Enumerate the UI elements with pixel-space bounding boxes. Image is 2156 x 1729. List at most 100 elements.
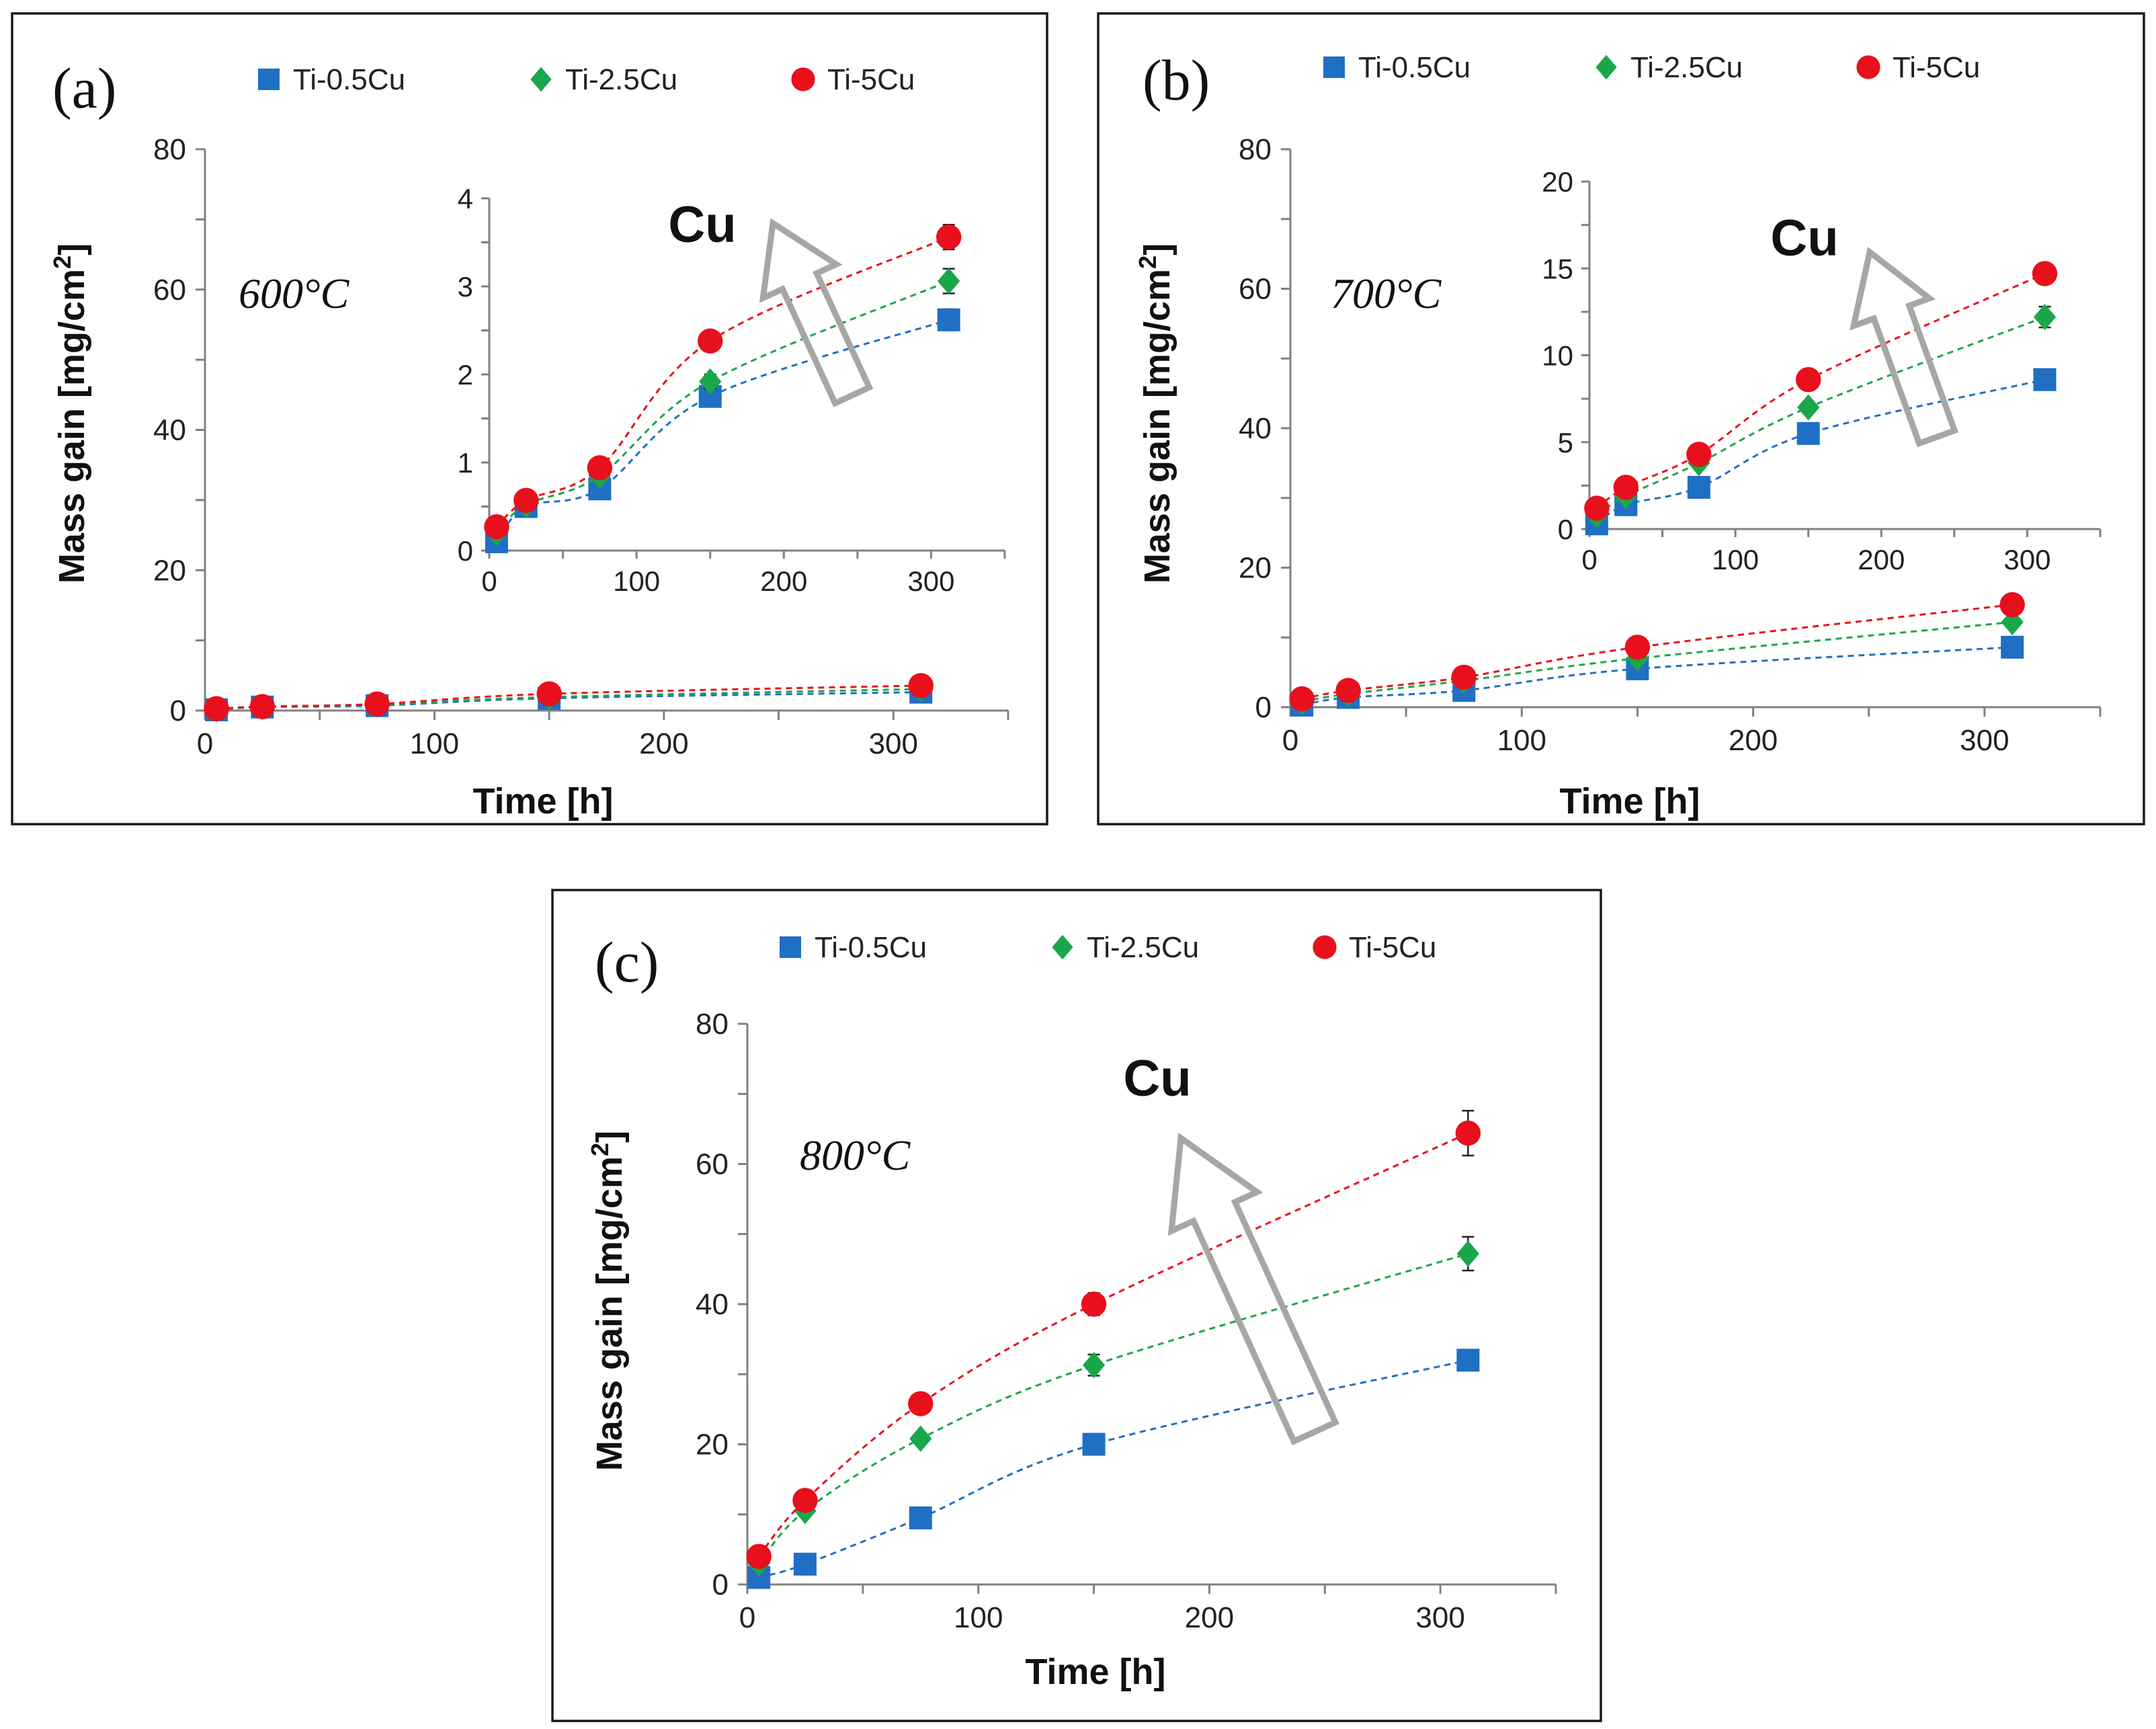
inset-data-point xyxy=(937,308,960,331)
panel-label: (c) xyxy=(595,930,659,994)
inset-data-point xyxy=(2032,261,2058,286)
legend-marker xyxy=(1595,54,1617,80)
inset-y-tick-label: 15 xyxy=(1542,253,1573,284)
main-y-tick-label: 60 xyxy=(696,1148,729,1181)
inset-data-point xyxy=(1686,442,1712,467)
trend-arrow xyxy=(1849,247,1959,448)
inset-data-point xyxy=(699,368,722,395)
inset-x-tick-label: 300 xyxy=(907,565,954,597)
legend-label: Ti-5Cu xyxy=(827,63,915,96)
legend-label: Ti-0.5Cu xyxy=(815,931,927,964)
y-axis-title-end: ] xyxy=(52,243,92,255)
main-data-point xyxy=(536,681,562,707)
main-data-point xyxy=(204,696,229,721)
legend-marker xyxy=(1052,934,1073,960)
temperature-label: 600°C xyxy=(239,270,350,317)
y-axis-title-end: ] xyxy=(589,1131,630,1143)
temperature-label: 800°C xyxy=(800,1131,911,1179)
legend-label: Ti-5Cu xyxy=(1893,51,1980,84)
main-trend-line xyxy=(758,1132,1469,1558)
legend-marker xyxy=(1313,935,1337,959)
temperature-label: 700°C xyxy=(1331,270,1442,317)
inset-x-tick-label: 200 xyxy=(760,565,807,597)
y-axis-title-superscript: 2 xyxy=(586,1143,614,1156)
main-y-tick-label: 40 xyxy=(153,414,186,447)
trend-arrow xyxy=(1167,1132,1339,1446)
inset-trend-line xyxy=(495,280,950,534)
main-data-point xyxy=(909,1425,932,1452)
legend-label: Ti-2.5Cu xyxy=(1630,51,1743,84)
main-data-point xyxy=(364,691,390,717)
y-axis-title-text: Mass gain [mg/cm xyxy=(1137,269,1177,584)
y-axis-title: Mass gain [mg/cm2] xyxy=(48,243,93,584)
main-data-point xyxy=(908,673,934,698)
main-y-tick-label: 80 xyxy=(696,1008,729,1041)
inset-y-tick-label: 2 xyxy=(458,359,473,391)
main-y-tick-label: 20 xyxy=(153,554,186,587)
inset-x-tick-label: 200 xyxy=(1858,544,1905,575)
x-axis-title: Time [h] xyxy=(472,781,613,821)
main-data-point xyxy=(746,1543,772,1569)
inset-x-tick-label: 0 xyxy=(481,565,497,597)
y-axis-title-text: Mass gain [mg/cm xyxy=(52,269,92,584)
inset-y-tick-label: 0 xyxy=(1558,514,1573,545)
inset-background xyxy=(487,185,1007,553)
main-y-tick-label: 60 xyxy=(1239,273,1272,306)
x-axis-title: Time [h] xyxy=(1559,781,1700,821)
main-data-point xyxy=(1999,592,2025,618)
inset-data-point xyxy=(484,514,509,540)
main-data-point xyxy=(1335,678,1361,703)
inset-data-point xyxy=(513,487,539,514)
inset-data-point xyxy=(2033,368,2057,391)
panel-frame xyxy=(551,889,1602,1722)
main-x-tick-label: 300 xyxy=(1960,724,2009,757)
main-x-tick-label: 200 xyxy=(639,727,688,760)
inset-y-tick-label: 1 xyxy=(458,447,473,479)
legend-label: Ti-0.5Cu xyxy=(293,63,405,96)
inset-data-point xyxy=(1687,475,1710,499)
inset-plot: 0 100 200 300 0 1 2 3 4 xyxy=(458,183,1007,597)
main-y-tick-label: 40 xyxy=(696,1288,729,1321)
inset-x-tick-label: 300 xyxy=(2003,544,2050,575)
main-x-tick-label: 200 xyxy=(1729,724,1778,757)
legend-marker xyxy=(1856,55,1880,79)
panel-label: (b) xyxy=(1143,48,1210,112)
cu-label: Cu xyxy=(668,196,736,253)
main-data-point xyxy=(1624,635,1651,660)
main-x-tick-label: 0 xyxy=(1282,724,1298,757)
main-data-point xyxy=(908,1391,934,1416)
main-data-point xyxy=(1456,1240,1480,1267)
legend-marker xyxy=(258,69,280,90)
inset-data-point xyxy=(2033,304,2057,331)
main-y-tick-label: 40 xyxy=(1239,412,1272,445)
legend-marker xyxy=(1323,56,1345,78)
main-x-tick-label: 0 xyxy=(197,727,213,760)
inset-y-tick-label: 4 xyxy=(458,183,473,214)
main-data-point xyxy=(249,694,276,719)
main-x-tick-label: 0 xyxy=(739,1601,755,1634)
cu-label: Cu xyxy=(1123,1050,1191,1107)
inset-y-tick-label: 0 xyxy=(458,535,473,567)
inset-data-point xyxy=(698,328,723,354)
legend-marker xyxy=(530,67,552,92)
main-data-point xyxy=(1451,664,1477,690)
main-x-tick-label: 300 xyxy=(869,727,918,760)
y-axis-title-end: ] xyxy=(1137,243,1177,255)
y-axis-title: Mass gain [mg/cm2] xyxy=(586,1131,630,1471)
main-x-tick-label: 300 xyxy=(1415,1601,1464,1634)
main-data-point xyxy=(1456,1349,1480,1372)
inset-y-tick-label: 3 xyxy=(458,271,473,303)
inset-y-tick-label: 5 xyxy=(1558,427,1573,458)
inset-data-point xyxy=(1613,475,1639,500)
legend-label: Ti-5Cu xyxy=(1349,931,1436,964)
inset-x-tick-label: 100 xyxy=(1712,544,1759,575)
main-x-tick-label: 100 xyxy=(954,1601,1003,1634)
main-y-tick-label: 0 xyxy=(712,1568,729,1601)
main-y-tick-label: 20 xyxy=(696,1429,729,1461)
main-x-tick-label: 200 xyxy=(1185,1601,1234,1634)
panel-c: (c) Ti-0.5Cu Ti-2.5Cu Ti-5Cu 0 100 200 300 0 20 40… xyxy=(551,889,1602,1722)
inset-x-tick-label: 0 xyxy=(1581,544,1597,575)
main-y-tick-label: 0 xyxy=(1255,691,1272,724)
